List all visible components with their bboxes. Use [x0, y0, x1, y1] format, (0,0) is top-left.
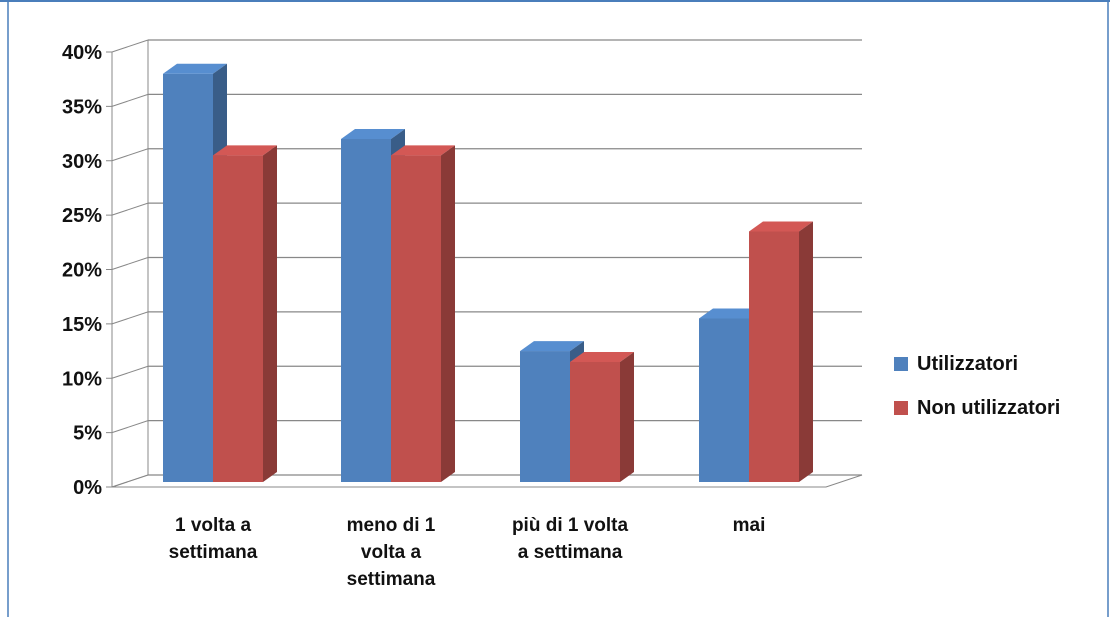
gridline-side	[111, 148, 149, 162]
category-labels: 1 volta a settimana meno di 1 volta a settim…	[169, 515, 766, 590]
legend-label: Utilizzatori	[917, 353, 1018, 375]
category-label: più di 1 volta a settimana	[512, 515, 629, 563]
y-tick-label: 30%	[62, 151, 102, 173]
legend-label: Non utilizzatori	[917, 397, 1060, 419]
y-tick-label: 15%	[62, 314, 102, 336]
category-label: 1 volta a settimana	[169, 515, 258, 563]
bar-non-utilizzatori-0	[213, 145, 277, 482]
gridline-side	[111, 365, 149, 379]
bar-non-utilizzatori-1	[391, 145, 455, 482]
legend-swatch	[894, 357, 908, 371]
y-tick-label: 10%	[62, 368, 102, 390]
gridline-side	[111, 39, 149, 53]
gridline-side	[111, 474, 149, 488]
y-tick-label: 25%	[62, 205, 102, 227]
y-tick-label: 0%	[73, 477, 102, 499]
gridline-side	[111, 202, 149, 216]
bar-non-utilizzatori-2	[570, 351, 634, 482]
category-label: meno di 1 volta a settimana	[347, 515, 436, 590]
y-axis-ticks: 0% 5% 10% 15% 20% 25% 30% 35% 40%	[62, 42, 102, 499]
gridline-side	[111, 93, 149, 107]
bars	[163, 63, 813, 482]
category-label: mai	[733, 515, 766, 536]
y-tick-label: 35%	[62, 96, 102, 118]
y-tick-label: 5%	[73, 423, 102, 445]
y-tick-label: 40%	[62, 42, 102, 64]
gridline-side	[111, 311, 149, 325]
gridline-side	[111, 420, 149, 434]
y-tick-label: 20%	[62, 260, 102, 282]
bar-non-utilizzatori-3	[749, 221, 813, 482]
legend-swatch	[894, 401, 908, 415]
legend: Utilizzatori Non utilizzatori	[894, 353, 1060, 419]
gridline-side	[111, 257, 149, 270]
